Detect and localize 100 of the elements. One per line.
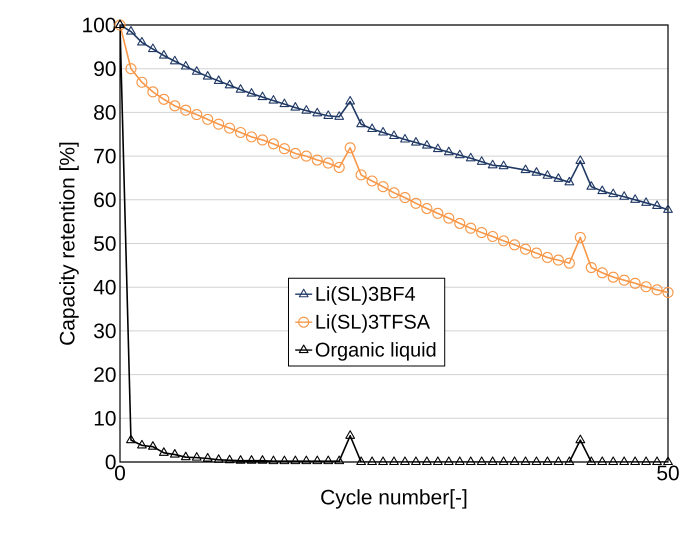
point [148,43,158,52]
point [137,440,147,448]
point [509,239,520,250]
point [520,164,530,174]
point [552,254,564,266]
y-tick-label: 40 [94,280,116,295]
y-tick-label: 20 [94,367,116,382]
point [641,197,651,206]
point [137,36,147,46]
point [411,456,421,466]
point [422,456,432,466]
point [520,244,532,255]
point [180,452,191,460]
point [301,456,312,464]
point [564,258,575,269]
point [290,148,301,160]
point [323,110,334,119]
point [532,456,542,466]
point [389,456,399,466]
point [597,456,608,466]
point [334,162,345,174]
y-axis-title: Capacity retention [%] [59,142,79,345]
legend-label: Li(SL)3TFSA [316,314,430,333]
point [510,456,520,466]
point [192,452,202,461]
point [202,452,213,462]
point [454,150,465,158]
point [278,143,290,154]
point [388,187,400,198]
point [180,104,192,116]
point [148,441,158,450]
y-tick-label: 70 [94,148,116,164]
point [454,218,466,229]
point [432,208,444,219]
point [476,156,487,165]
point [256,134,268,146]
point [290,102,300,111]
point [444,146,454,156]
point [586,181,596,190]
point [663,204,673,213]
point [334,456,344,464]
point [268,456,278,464]
point [498,160,508,170]
point [345,430,356,439]
point [498,235,510,246]
point [554,456,564,466]
point [618,274,630,286]
point [224,80,234,88]
point [224,122,236,134]
point [487,230,498,242]
point [136,76,148,88]
y-tick-label: 30 [94,323,116,338]
point [300,150,312,162]
point [356,456,366,466]
legend-label: Organic liquid [316,342,436,361]
legend-label: Li(SL)3BF4 [316,286,416,305]
point [126,434,136,444]
point [169,100,180,112]
point [125,63,137,74]
point [630,456,640,466]
point [641,456,651,466]
point [202,71,213,80]
point [444,456,454,466]
point [366,175,378,187]
point [630,278,641,289]
point [170,56,180,64]
point [280,456,290,464]
y-tick-label: 0 [106,454,116,470]
point [158,94,170,105]
point [662,286,674,298]
point [574,232,586,243]
point [213,118,224,130]
point [214,454,224,463]
point [652,456,662,466]
point [466,152,476,162]
point [202,114,214,125]
point [454,456,465,466]
point [192,66,202,75]
x-axis-title: Cycle number[-] [321,489,466,509]
point [246,131,258,142]
point [652,200,662,209]
point [608,188,618,198]
point [377,181,389,192]
point [389,130,399,140]
point [322,158,334,169]
point [542,170,552,179]
y-tick-label: 50 [94,236,116,251]
point [356,169,367,180]
point [520,456,530,466]
point [630,194,640,203]
point [367,456,377,466]
point [575,155,586,164]
point [400,456,410,466]
point [432,144,443,152]
point [378,456,388,466]
point [312,154,323,166]
point [345,96,356,105]
point [586,456,596,466]
point [564,176,574,186]
point [640,281,652,292]
